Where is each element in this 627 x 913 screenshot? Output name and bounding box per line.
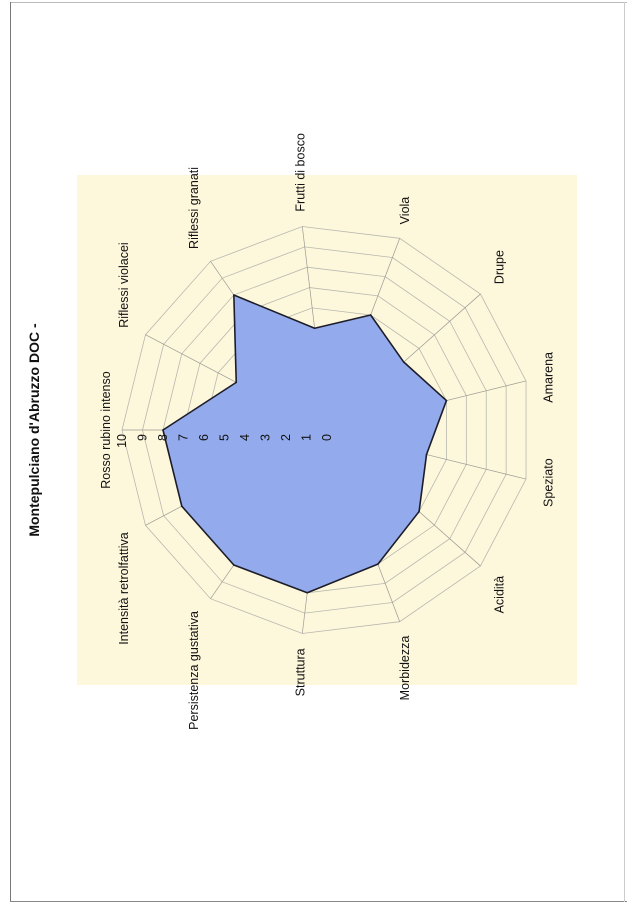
category-labels: Rosso rubino intenso Riflessi violacei Rif… bbox=[99, 133, 556, 730]
category-label-5: Drupe bbox=[493, 250, 507, 284]
page-border-top bbox=[10, 2, 627, 3]
data-point-1 bbox=[235, 381, 238, 384]
page-border-left bbox=[10, 2, 11, 902]
tick-label-0: 0 bbox=[320, 434, 334, 441]
tick-label-4: 4 bbox=[238, 434, 252, 441]
category-label-2: Riflessi granati bbox=[187, 167, 201, 249]
data-point-8 bbox=[418, 510, 420, 513]
data-point-4 bbox=[369, 314, 372, 316]
category-label-8: Acidità bbox=[493, 576, 507, 614]
series-area-0 bbox=[162, 294, 448, 594]
category-label-7: Speziato bbox=[542, 458, 556, 507]
data-point-3 bbox=[313, 327, 316, 330]
tick-label-10: 10 bbox=[115, 434, 129, 448]
category-label-6: Amarena bbox=[542, 352, 556, 403]
category-label-9: Morbidezza bbox=[398, 636, 412, 701]
chart-title: Montepulciano d'Abruzzo DOC - bbox=[26, 323, 42, 537]
category-label-12: Intensità retrolfattiva bbox=[117, 532, 131, 645]
tick-label-5: 5 bbox=[218, 434, 232, 441]
category-label-0: Rosso rubino intenso bbox=[99, 371, 113, 488]
category-label-3: Frutti di bosco bbox=[293, 133, 307, 212]
data-point-12 bbox=[180, 505, 183, 508]
series-layer bbox=[162, 294, 448, 594]
data-point-5 bbox=[402, 361, 405, 363]
tick-label-8: 8 bbox=[156, 434, 170, 441]
data-point-10 bbox=[306, 592, 309, 594]
tick-label-6: 6 bbox=[197, 434, 211, 441]
category-label-10: Struttura bbox=[293, 648, 307, 696]
data-point-6 bbox=[445, 399, 448, 402]
page-border-right bbox=[624, 2, 625, 902]
data-point-7 bbox=[425, 453, 428, 456]
data-point-0 bbox=[162, 429, 164, 431]
data-point-2 bbox=[233, 294, 235, 296]
tick-label-3: 3 bbox=[259, 434, 273, 441]
grid-ring-9 bbox=[142, 246, 507, 614]
category-label-4: Viola bbox=[398, 197, 412, 225]
data-point-9 bbox=[377, 563, 379, 565]
grid-ring-10 bbox=[121, 226, 527, 634]
tick-label-2: 2 bbox=[279, 434, 293, 441]
category-label-11: Persistenza gustativa bbox=[187, 611, 201, 730]
page-border-bottom bbox=[10, 901, 627, 902]
data-point-11 bbox=[233, 564, 235, 566]
tick-label-1: 1 bbox=[300, 434, 314, 441]
category-label-1: Riflessi violacei bbox=[117, 242, 131, 327]
tick-label-7: 7 bbox=[177, 434, 191, 441]
tick-label-9: 9 bbox=[136, 434, 150, 441]
